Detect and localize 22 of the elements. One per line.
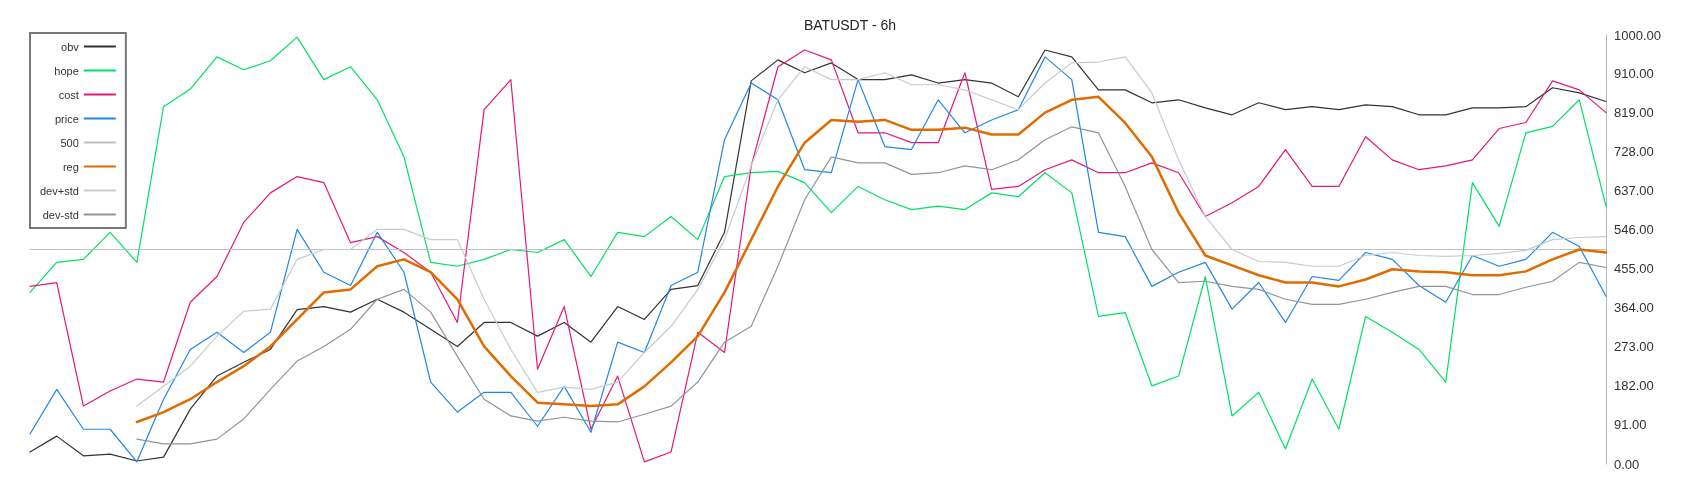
- y-tick-label: 455.00: [1614, 261, 1654, 277]
- y-tick-label: 910.00: [1614, 66, 1654, 82]
- legend-label: cost: [58, 88, 79, 101]
- y-tick-label: 182.00: [1614, 378, 1654, 394]
- y-tick-label: 1000.00: [1614, 27, 1661, 43]
- y-tick-label: 364.00: [1614, 300, 1654, 316]
- legend-label: dev-std: [42, 208, 79, 221]
- y-tick-label: 546.00: [1614, 222, 1654, 238]
- legend-label: hope: [54, 64, 79, 77]
- y-tick-label: 273.00: [1614, 339, 1654, 355]
- legend-label: dev+std: [39, 184, 79, 197]
- legend-label: obv: [61, 40, 80, 53]
- y-tick-label: 728.00: [1614, 144, 1654, 160]
- y-tick-label: 637.00: [1614, 183, 1654, 199]
- y-tick-label: 819.00: [1614, 105, 1654, 121]
- y-tick-label: 0.00: [1614, 456, 1640, 472]
- legend-label: reg: [62, 160, 79, 173]
- chart-title: BATUSDT - 6h: [803, 17, 897, 33]
- y-tick-label: 91.00: [1614, 417, 1647, 433]
- line-series: [136, 56, 1607, 407]
- legend-label: 500: [60, 136, 79, 149]
- legend-label: price: [54, 112, 79, 125]
